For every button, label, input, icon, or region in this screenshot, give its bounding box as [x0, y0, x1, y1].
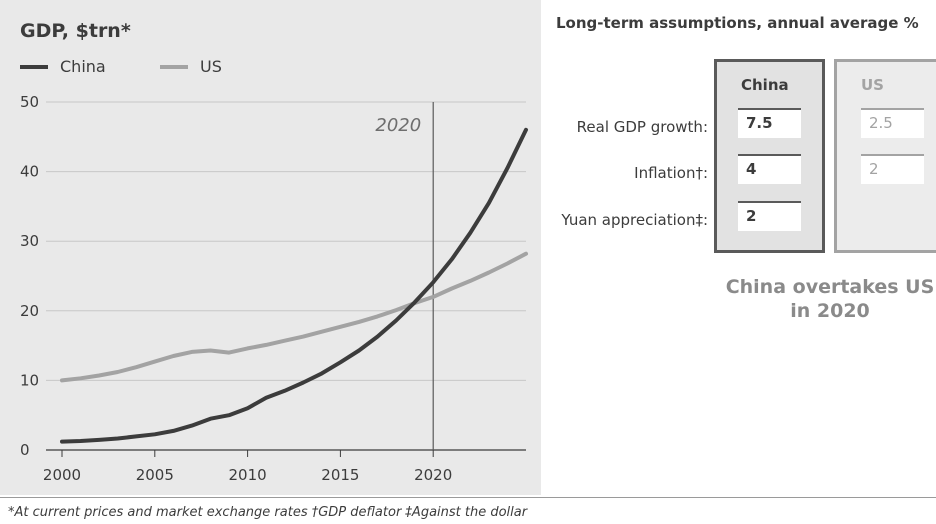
us-real-gdp-growth-value: 2.5: [861, 108, 924, 138]
series-line-china: [60, 127, 528, 444]
legend-label-us: US: [200, 57, 222, 76]
series-line-us: [60, 251, 528, 383]
china-column-header: China: [741, 76, 789, 94]
legend-swatch-us: [160, 65, 188, 69]
legend-label-china: China: [60, 57, 106, 76]
conclusion-text: China overtakes US in 2020: [700, 275, 936, 323]
y-tick-label: 40: [20, 163, 39, 181]
marker-2020-label: 2020: [375, 115, 421, 136]
x-tick-label: 2020: [414, 466, 452, 484]
china-yuan-appreciation-value: 2: [738, 201, 801, 231]
y-tick-label: 10: [20, 371, 39, 389]
row-label-yuan-appreciation: Yuan appreciation‡:: [561, 211, 708, 229]
row-label-inflation: Inflation†:: [634, 164, 708, 182]
y-tick-label: 30: [20, 232, 39, 250]
us-inflation-value: 2: [861, 154, 924, 184]
x-tick-label: 2010: [229, 466, 267, 484]
footer-divider: [0, 497, 936, 498]
y-tick-label: 0: [20, 441, 30, 459]
x-tick-label: 2005: [136, 466, 174, 484]
china-inflation-value: 4: [738, 154, 801, 184]
chart-panel: 2020 0 10 20 30 40 50 2000 2005 2010 2015 2020 GDP…: [0, 0, 541, 495]
row-label-real-gdp-growth: Real GDP growth:: [576, 118, 708, 136]
conclusion-line-2: in 2020: [790, 300, 870, 322]
footnote: *At current prices and market exchange r…: [8, 505, 528, 520]
assumptions-title: Long-term assumptions, annual average %: [556, 14, 919, 32]
y-tick-label: 20: [20, 302, 39, 320]
us-column-header: US: [861, 76, 884, 94]
conclusion-line-1: China overtakes US: [725, 276, 935, 298]
chart-title: GDP, $trn*: [20, 20, 131, 42]
gdp-chart: 2020 0 10 20 30 40 50 2000 2005 2010 2015 2020: [20, 93, 528, 484]
x-tick-label: 2015: [321, 466, 359, 484]
china-real-gdp-growth-value: 7.5: [738, 108, 801, 138]
y-tick-label: 50: [20, 93, 39, 111]
legend-swatch-china: [20, 65, 48, 69]
x-tick-label: 2000: [43, 466, 81, 484]
